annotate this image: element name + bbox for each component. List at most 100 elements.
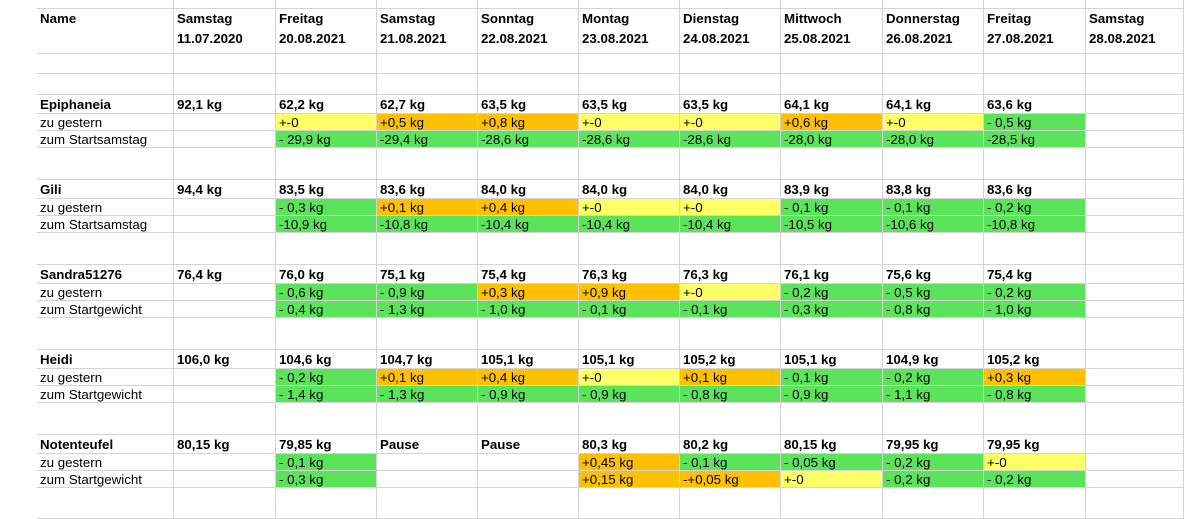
empty-cell[interactable]: [478, 148, 579, 180]
total-cell[interactable]: -10,8 kg: [984, 216, 1086, 233]
total-cell[interactable]: [1086, 216, 1184, 233]
empty-cell[interactable]: [276, 74, 377, 95]
diff-cell[interactable]: - 0,1 kg: [781, 199, 883, 216]
person-name[interactable]: Heidi: [37, 350, 174, 369]
empty-cell[interactable]: [781, 233, 883, 265]
diff-cell[interactable]: +0,4 kg: [478, 369, 579, 386]
diff-cell[interactable]: [174, 369, 276, 386]
total-cell[interactable]: [174, 471, 276, 488]
weight-cell[interactable]: 62,2 kg: [276, 95, 377, 114]
empty-cell[interactable]: [579, 318, 680, 350]
total-cell[interactable]: - 0,9 kg: [478, 386, 579, 403]
total-label[interactable]: zum Startgewicht: [37, 386, 174, 403]
weight-cell[interactable]: [1086, 180, 1184, 199]
total-cell[interactable]: [478, 471, 579, 488]
weight-cell[interactable]: 105,1 kg: [579, 350, 680, 369]
weight-cell[interactable]: 63,5 kg: [680, 95, 781, 114]
empty-cell[interactable]: [478, 74, 579, 95]
empty-cell[interactable]: [883, 54, 984, 74]
diff-cell[interactable]: +0,1 kg: [680, 369, 781, 386]
total-cell[interactable]: -28,6 kg: [579, 131, 680, 148]
diff-cell[interactable]: - 0,5 kg: [984, 114, 1086, 131]
weight-cell[interactable]: 105,2 kg: [680, 350, 781, 369]
empty-cell[interactable]: [680, 74, 781, 95]
diff-cell[interactable]: +0,8 kg: [478, 114, 579, 131]
total-label[interactable]: zum Startsamstag: [37, 216, 174, 233]
diff-cell[interactable]: [478, 454, 579, 471]
diff-cell[interactable]: [1086, 454, 1184, 471]
empty-cell[interactable]: [984, 74, 1086, 95]
diff-cell[interactable]: +-0: [276, 114, 377, 131]
empty-cell[interactable]: [883, 0, 984, 9]
diff-cell[interactable]: +-0: [680, 199, 781, 216]
empty-cell[interactable]: [37, 233, 174, 265]
empty-cell[interactable]: [883, 233, 984, 265]
empty-cell[interactable]: [478, 0, 579, 9]
total-label[interactable]: zum Startgewicht: [37, 301, 174, 318]
total-cell[interactable]: -28,0 kg: [781, 131, 883, 148]
diff-label[interactable]: zu gestern: [37, 284, 174, 301]
empty-cell[interactable]: [680, 488, 781, 519]
total-cell[interactable]: - 1,0 kg: [984, 301, 1086, 318]
empty-cell[interactable]: [37, 54, 174, 74]
empty-cell[interactable]: [174, 74, 276, 95]
empty-cell[interactable]: [579, 74, 680, 95]
diff-cell[interactable]: [377, 454, 478, 471]
empty-cell[interactable]: [883, 488, 984, 519]
weight-cell[interactable]: 76,3 kg: [680, 265, 781, 284]
diff-label[interactable]: zu gestern: [37, 114, 174, 131]
total-cell[interactable]: -10,4 kg: [680, 216, 781, 233]
weight-cell[interactable]: 63,5 kg: [579, 95, 680, 114]
diff-cell[interactable]: - 0,9 kg: [377, 284, 478, 301]
total-cell[interactable]: - 1,3 kg: [377, 386, 478, 403]
weight-cell[interactable]: 83,6 kg: [377, 180, 478, 199]
diff-cell[interactable]: - 0,2 kg: [984, 199, 1086, 216]
diff-cell[interactable]: +0,6 kg: [781, 114, 883, 131]
empty-cell[interactable]: [781, 0, 883, 9]
empty-cell[interactable]: [781, 148, 883, 180]
empty-cell[interactable]: [377, 488, 478, 519]
empty-cell[interactable]: [37, 74, 174, 95]
empty-cell[interactable]: [680, 54, 781, 74]
weight-cell[interactable]: 64,1 kg: [883, 95, 984, 114]
empty-cell[interactable]: [377, 403, 478, 435]
total-cell[interactable]: -10,4 kg: [478, 216, 579, 233]
diff-cell[interactable]: - 0,6 kg: [276, 284, 377, 301]
total-cell[interactable]: - 29,9 kg: [276, 131, 377, 148]
empty-cell[interactable]: [984, 148, 1086, 180]
total-cell[interactable]: - 0,3 kg: [276, 471, 377, 488]
person-name[interactable]: Epiphaneia: [37, 95, 174, 114]
empty-cell[interactable]: [276, 233, 377, 265]
empty-cell[interactable]: [984, 488, 1086, 519]
empty-cell[interactable]: [579, 0, 680, 9]
diff-cell[interactable]: - 0,1 kg: [276, 454, 377, 471]
weight-cell[interactable]: 63,5 kg: [478, 95, 579, 114]
total-cell[interactable]: - 0,8 kg: [984, 386, 1086, 403]
empty-cell[interactable]: [377, 54, 478, 74]
empty-cell[interactable]: [579, 233, 680, 265]
empty-cell[interactable]: [174, 0, 276, 9]
diff-cell[interactable]: [174, 114, 276, 131]
diff-cell[interactable]: [174, 454, 276, 471]
total-cell[interactable]: -+0,05 kg: [680, 471, 781, 488]
total-cell[interactable]: - 0,8 kg: [883, 301, 984, 318]
empty-cell[interactable]: [1086, 148, 1184, 180]
weight-cell[interactable]: 83,6 kg: [984, 180, 1086, 199]
weight-cell[interactable]: 105,1 kg: [478, 350, 579, 369]
weight-cell[interactable]: 84,0 kg: [579, 180, 680, 199]
empty-cell[interactable]: [1086, 403, 1184, 435]
empty-cell[interactable]: [174, 54, 276, 74]
diff-cell[interactable]: - 0,2 kg: [781, 284, 883, 301]
diff-label[interactable]: zu gestern: [37, 199, 174, 216]
total-cell[interactable]: - 0,4 kg: [276, 301, 377, 318]
empty-cell[interactable]: [478, 54, 579, 74]
total-cell[interactable]: -28,5 kg: [984, 131, 1086, 148]
total-cell[interactable]: -10,6 kg: [883, 216, 984, 233]
diff-cell[interactable]: +-0: [883, 114, 984, 131]
total-cell[interactable]: -28,6 kg: [478, 131, 579, 148]
total-cell[interactable]: - 0,2 kg: [883, 471, 984, 488]
weight-cell[interactable]: 106,0 kg: [174, 350, 276, 369]
empty-cell[interactable]: [478, 318, 579, 350]
header-date-cell[interactable]: Sonntag 22.08.2021: [478, 9, 579, 54]
empty-cell[interactable]: [984, 0, 1086, 9]
